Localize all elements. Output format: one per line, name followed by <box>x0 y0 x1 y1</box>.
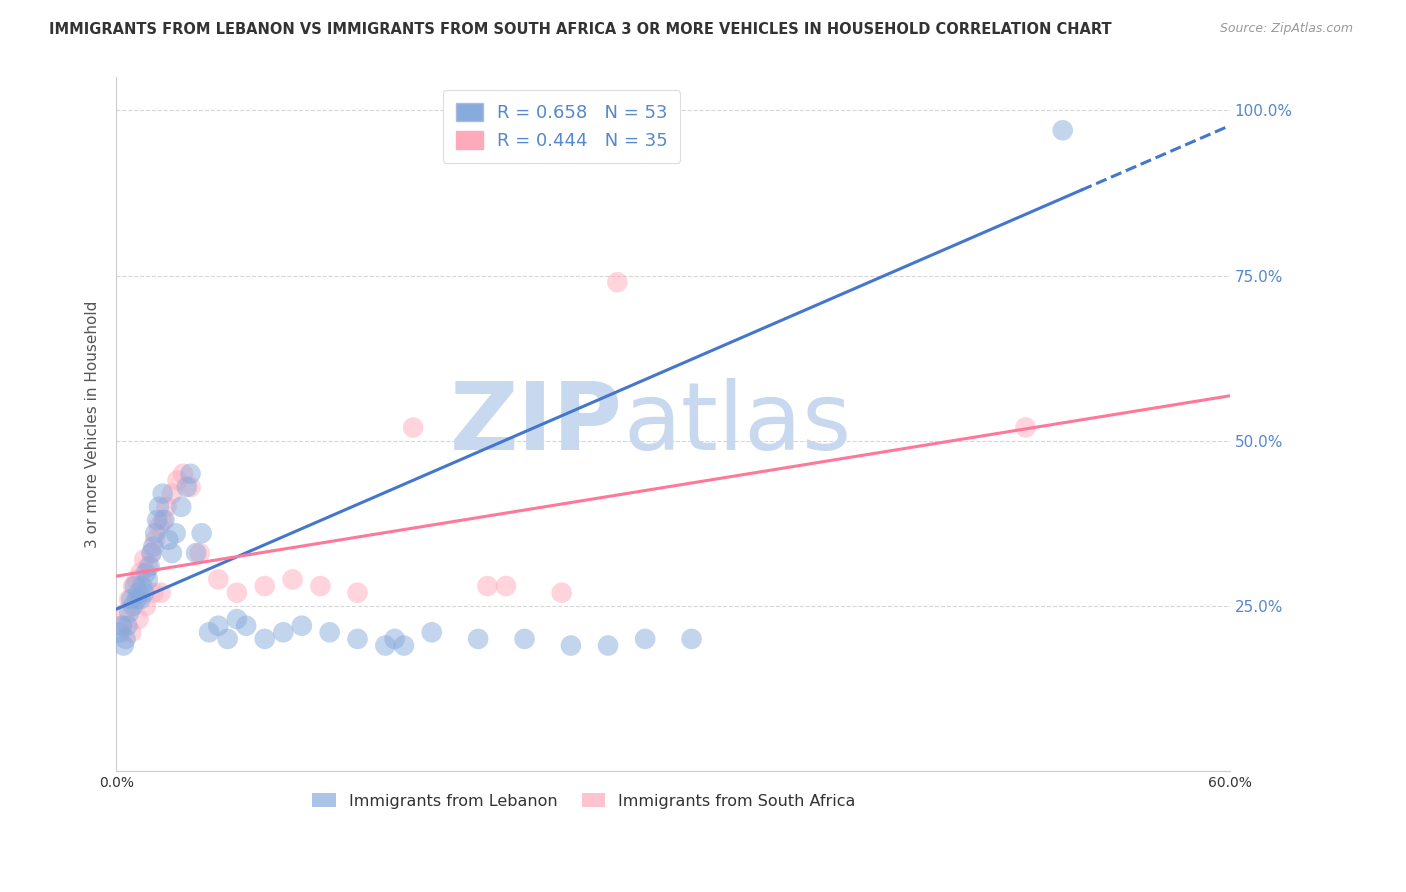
Legend: Immigrants from Lebanon, Immigrants from South Africa: Immigrants from Lebanon, Immigrants from… <box>307 787 862 815</box>
Point <box>235 618 257 632</box>
Point <box>253 632 276 646</box>
Point <box>111 618 134 632</box>
Point <box>131 579 153 593</box>
Point <box>318 625 340 640</box>
Point <box>467 632 489 646</box>
Point <box>135 566 157 580</box>
Point <box>184 546 207 560</box>
Point <box>122 579 145 593</box>
Point <box>560 639 582 653</box>
Point <box>152 486 174 500</box>
Point <box>114 606 136 620</box>
Point <box>634 632 657 646</box>
Point <box>149 585 172 599</box>
Point <box>129 592 152 607</box>
Point <box>1014 420 1036 434</box>
Point <box>120 625 142 640</box>
Point <box>155 500 177 514</box>
Point <box>281 573 304 587</box>
Point <box>129 566 152 580</box>
Point <box>606 275 628 289</box>
Point <box>114 632 136 646</box>
Point <box>148 500 170 514</box>
Point <box>681 632 703 646</box>
Point <box>160 486 183 500</box>
Point <box>136 559 159 574</box>
Point <box>125 592 148 607</box>
Point <box>118 606 141 620</box>
Point <box>170 500 193 514</box>
Point <box>160 546 183 560</box>
Point <box>477 579 499 593</box>
Point <box>207 573 229 587</box>
Point <box>111 618 134 632</box>
Point <box>148 519 170 533</box>
Point <box>225 585 247 599</box>
Point <box>179 480 201 494</box>
Point <box>253 579 276 593</box>
Point <box>124 579 146 593</box>
Point <box>136 573 159 587</box>
Point <box>122 599 145 613</box>
Point <box>176 480 198 494</box>
Point <box>141 546 163 560</box>
Point <box>172 467 194 481</box>
Point <box>402 420 425 434</box>
Point <box>190 526 212 541</box>
Point <box>141 546 163 560</box>
Point <box>225 612 247 626</box>
Point <box>420 625 443 640</box>
Point <box>217 632 239 646</box>
Point <box>165 526 187 541</box>
Point <box>495 579 517 593</box>
Point <box>128 612 150 626</box>
Text: Source: ZipAtlas.com: Source: ZipAtlas.com <box>1219 22 1353 36</box>
Point <box>117 618 139 632</box>
Point <box>1052 123 1074 137</box>
Point <box>118 592 141 607</box>
Point <box>513 632 536 646</box>
Point <box>132 552 155 566</box>
Point <box>188 546 211 560</box>
Point <box>142 540 165 554</box>
Point <box>153 513 176 527</box>
Point <box>346 585 368 599</box>
Point <box>135 599 157 613</box>
Point <box>138 559 160 574</box>
Point <box>120 592 142 607</box>
Text: atlas: atlas <box>623 378 851 470</box>
Point <box>146 513 169 527</box>
Point <box>128 585 150 599</box>
Point <box>152 513 174 527</box>
Text: IMMIGRANTS FROM LEBANON VS IMMIGRANTS FROM SOUTH AFRICA 3 OR MORE VEHICLES IN HO: IMMIGRANTS FROM LEBANON VS IMMIGRANTS FR… <box>49 22 1112 37</box>
Text: ZIP: ZIP <box>450 378 623 470</box>
Point <box>179 467 201 481</box>
Point <box>392 639 415 653</box>
Point <box>112 639 135 653</box>
Point <box>198 625 221 640</box>
Point <box>207 618 229 632</box>
Point <box>166 474 188 488</box>
Point <box>271 625 294 640</box>
Point <box>125 573 148 587</box>
Point <box>291 618 314 632</box>
Point <box>596 639 619 653</box>
Point <box>143 533 166 547</box>
Point <box>346 632 368 646</box>
Point <box>143 526 166 541</box>
Point <box>550 585 572 599</box>
Point <box>384 632 406 646</box>
Point <box>374 639 396 653</box>
Y-axis label: 3 or more Vehicles in Household: 3 or more Vehicles in Household <box>86 301 100 548</box>
Point <box>309 579 332 593</box>
Point <box>108 625 131 640</box>
Point <box>132 585 155 599</box>
Point <box>142 585 165 599</box>
Point <box>157 533 180 547</box>
